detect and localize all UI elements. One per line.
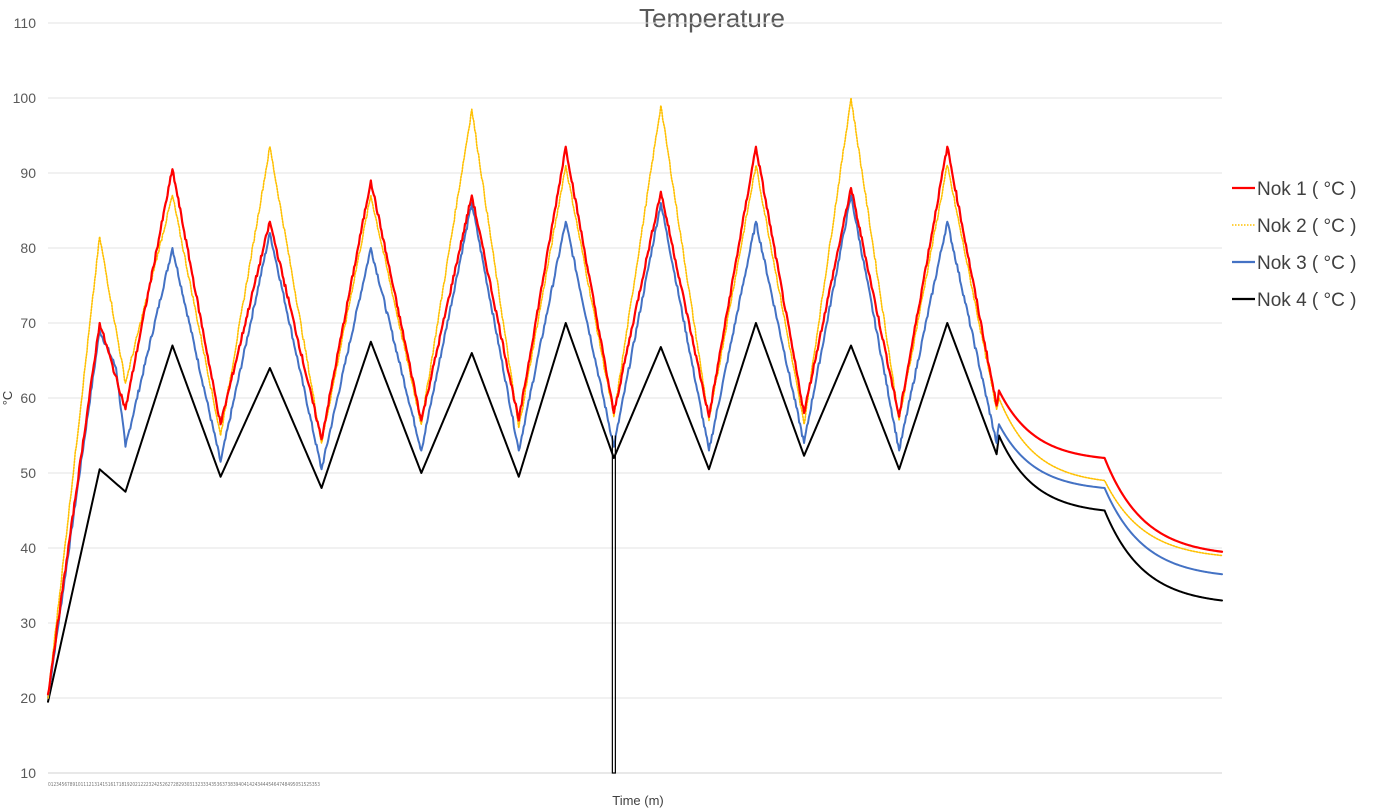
series-line-1 bbox=[46, 145, 1224, 696]
chart-title: Temperature bbox=[639, 3, 785, 33]
y-tick-label: 10 bbox=[20, 765, 36, 781]
x-axis-title: Time (m) bbox=[612, 793, 664, 808]
legend-label-4: Nok 4 ( °C ) bbox=[1257, 290, 1356, 311]
y-tick-label: 40 bbox=[20, 540, 36, 556]
y-tick-label: 50 bbox=[20, 465, 36, 481]
y-tick-label: 90 bbox=[20, 165, 36, 181]
y-axis-title: °C bbox=[0, 391, 15, 406]
legend: Nok 1 ( °C ) Nok 2 ( °C ) Nok 3 ( °C ) Nok … bbox=[1232, 179, 1356, 311]
series-line-2 bbox=[47, 97, 1223, 699]
series-line-3 bbox=[47, 194, 1223, 699]
y-tick-label: 110 bbox=[14, 15, 37, 31]
series-layer bbox=[46, 97, 1224, 774]
legend-label-1: Nok 1 ( °C ) bbox=[1257, 179, 1356, 200]
y-tick-label: 80 bbox=[20, 240, 36, 256]
y-tick-label: 60 bbox=[20, 390, 36, 406]
x-axis-tick-labels: 0123456789101112131415161718192021222324… bbox=[48, 782, 320, 788]
y-tick-label: 70 bbox=[20, 315, 36, 331]
y-tick-label: 100 bbox=[13, 90, 37, 106]
series-line-4 bbox=[47, 322, 1223, 703]
gridlines bbox=[48, 22, 1222, 774]
legend-label-3: Nok 3 ( °C ) bbox=[1257, 253, 1356, 274]
y-tick-label: 20 bbox=[20, 690, 36, 706]
y-axis-ticks: 10 20 30 40 50 60 70 80 90 100 110 bbox=[13, 15, 37, 781]
dropout-spike bbox=[611, 435, 616, 774]
legend-label-2: Nok 2 ( °C ) bbox=[1257, 216, 1356, 237]
y-tick-label: 30 bbox=[20, 615, 36, 631]
